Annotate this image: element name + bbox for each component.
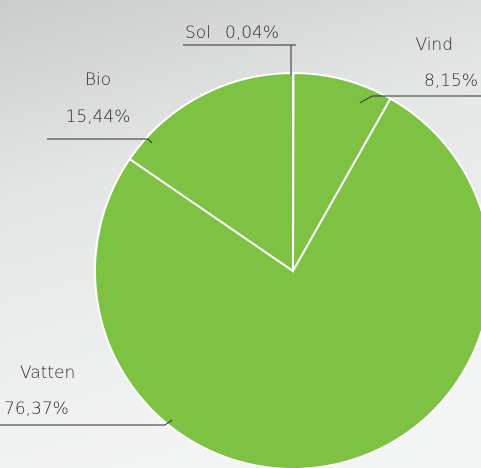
slice-name: Sol	[185, 23, 211, 43]
slice-name: Bio	[85, 70, 111, 90]
pie	[95, 73, 481, 468]
slice-value: 0,04%	[225, 23, 279, 43]
slice-name: Vatten	[20, 363, 75, 383]
slice-name: Vind	[415, 35, 453, 55]
page: {"chart_data": {"type": "pie", "categori…	[0, 0, 481, 468]
slice-value: 8,15%	[424, 71, 478, 91]
slice-value: 76,37%	[4, 399, 69, 419]
slice-value: 15,44%	[66, 107, 131, 127]
chart: Sol 0,04% Vind 8,15% Vatten 76,37% Bio 15,44%	[0, 0, 481, 468]
